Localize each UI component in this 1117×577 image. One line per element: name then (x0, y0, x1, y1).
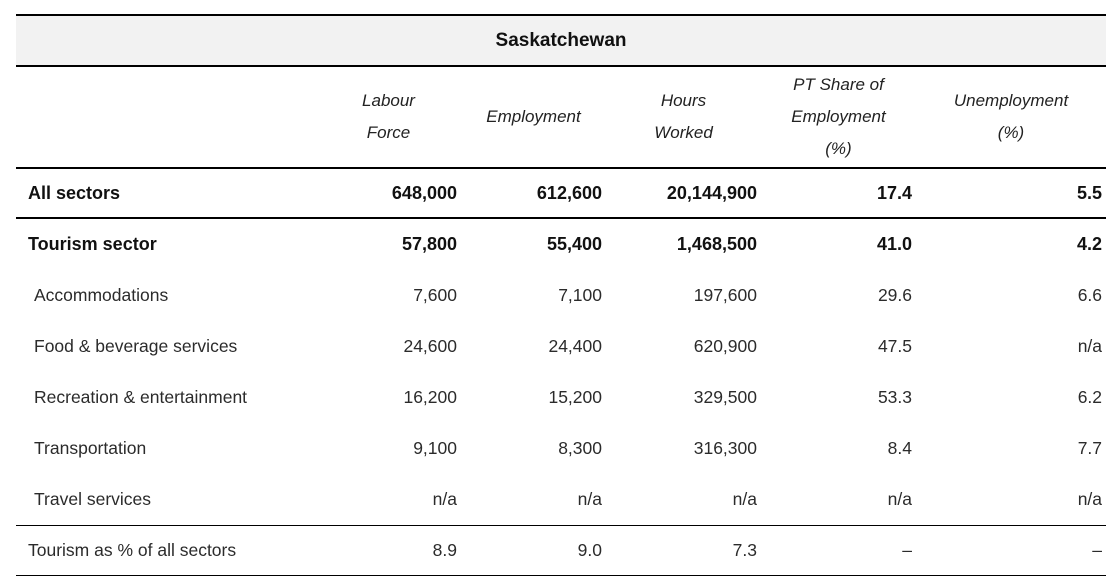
cell-unemployment: 6.2 (1077, 387, 1103, 407)
cell-hours-worked: 620,900 (693, 336, 757, 356)
cell-labour-force: 9,100 (413, 438, 457, 458)
column-header-labour-force: Labour Force (316, 66, 461, 169)
row-label: Food & beverage services (34, 336, 238, 356)
cell-employment: 7,100 (558, 285, 602, 305)
cell-employment: 55,400 (546, 234, 602, 254)
table-title: Saskatchewan (16, 14, 1107, 67)
cell-employment: 24,400 (548, 336, 602, 356)
cell-labour-force: 648,000 (316, 168, 461, 219)
row-label: Tourism sector (28, 234, 157, 254)
cell-pt-share: n/a (761, 474, 916, 526)
cell-pt-share: 29.6 (877, 285, 912, 305)
cell-hours-worked: 329,500 (693, 387, 757, 407)
labour-statistics-table: Saskatchewan Labour Force Employment Hou… (16, 14, 1107, 576)
cell-employment: 612,600 (461, 168, 606, 219)
cell-labour-force: 24,600 (403, 336, 457, 356)
row-all-sectors: All sectors 648,000 612,600 20,144,900 1… (16, 168, 1107, 219)
cell-employment: 9.0 (461, 525, 606, 576)
cell-unemployment: n/a (1077, 336, 1103, 356)
cell-pt-share: – (761, 525, 916, 576)
row-label: Travel services (16, 474, 316, 526)
row-transportation: Transportation 9,100 8,300 316,300 8.4 7… (16, 423, 1106, 474)
row-tourism-sector: Tourism sector 57,800 55,400 1,468,500 4… (16, 218, 1106, 270)
row-label: All sectors (16, 168, 316, 219)
cell-unemployment: 7.7 (1077, 438, 1103, 458)
cell-employment: 8,300 (558, 438, 602, 458)
cell-hours-worked: n/a (606, 474, 761, 526)
row-travel-services: Travel services n/a n/a n/a n/a n/a (16, 474, 1107, 526)
column-header-unemployment: Unemployment (%) (916, 66, 1107, 169)
row-tourism-percent-of-all-sectors: Tourism as % of all sectors 8.9 9.0 7.3 … (16, 525, 1107, 576)
cell-pt-share: 8.4 (887, 438, 912, 458)
row-label: Accommodations (34, 285, 169, 305)
row-label: Transportation (34, 438, 147, 458)
cell-employment: 15,200 (548, 387, 602, 407)
column-header-row: Labour Force Employment Hours Worked PT … (16, 66, 1107, 169)
cell-pt-share: 53.3 (877, 387, 912, 407)
cell-labour-force: 7,600 (413, 285, 457, 305)
row-accommodations: Accommodations 7,600 7,100 197,600 29.6 … (16, 270, 1106, 321)
cell-unemployment: – (916, 525, 1107, 576)
cell-unemployment: 6.6 (1077, 285, 1103, 305)
cell-labour-force: 8.9 (316, 525, 461, 576)
column-header-hours-worked: Hours Worked (606, 66, 761, 169)
cell-labour-force: 16,200 (403, 387, 457, 407)
row-food-beverage-services: Food & beverage services 24,600 24,400 6… (16, 321, 1106, 372)
column-header-employment: Employment (461, 66, 606, 169)
cell-hours-worked: 1,468,500 (676, 234, 757, 254)
cell-hours-worked: 20,144,900 (606, 168, 761, 219)
cell-hours-worked: 197,600 (693, 285, 757, 305)
row-label: Recreation & entertainment (34, 387, 248, 407)
column-header-empty (16, 66, 316, 169)
cell-unemployment: 4.2 (1077, 234, 1103, 254)
cell-hours-worked: 316,300 (693, 438, 757, 458)
cell-pt-share: 17.4 (761, 168, 916, 219)
cell-unemployment: 5.5 (916, 168, 1107, 219)
cell-labour-force: n/a (316, 474, 461, 526)
row-label: Tourism as % of all sectors (16, 525, 316, 576)
cell-employment: n/a (461, 474, 606, 526)
cell-unemployment: n/a (916, 474, 1107, 526)
cell-pt-share: 41.0 (876, 234, 912, 254)
title-row: Saskatchewan (16, 14, 1107, 67)
column-header-pt-share: PT Share of Employment (%) (761, 66, 916, 169)
cell-pt-share: 47.5 (877, 336, 912, 356)
row-recreation-entertainment: Recreation & entertainment 16,200 15,200… (16, 372, 1106, 423)
cell-labour-force: 57,800 (401, 234, 457, 254)
cell-hours-worked: 7.3 (606, 525, 761, 576)
